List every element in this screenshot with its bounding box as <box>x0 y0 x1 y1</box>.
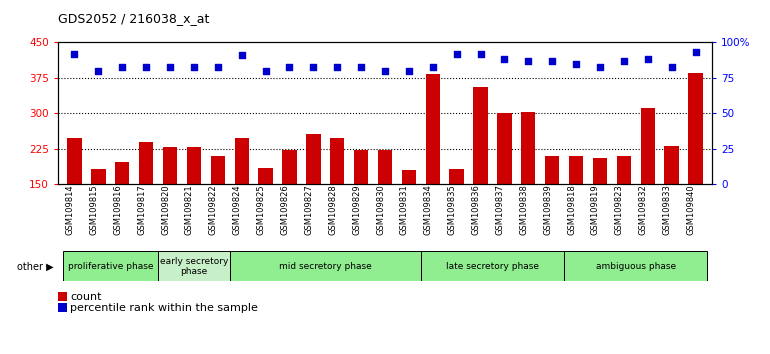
Bar <box>665 146 679 255</box>
Bar <box>162 147 177 255</box>
Bar <box>450 169 464 255</box>
Point <box>665 64 678 69</box>
Text: GSM109833: GSM109833 <box>663 184 671 235</box>
Bar <box>259 167 273 255</box>
Point <box>403 68 415 74</box>
Point <box>474 51 487 57</box>
Point <box>283 64 296 69</box>
Bar <box>158 251 229 281</box>
Bar <box>306 133 320 255</box>
Point <box>140 64 152 69</box>
Point <box>450 51 463 57</box>
Bar <box>688 73 703 255</box>
Bar <box>330 138 344 255</box>
Text: proliferative phase: proliferative phase <box>68 262 153 271</box>
Bar <box>62 251 158 281</box>
Text: GSM109814: GSM109814 <box>65 184 75 235</box>
Bar <box>67 138 82 255</box>
Text: GSM109828: GSM109828 <box>328 184 337 235</box>
Text: GSM109830: GSM109830 <box>376 184 385 235</box>
Bar <box>187 147 201 255</box>
Point <box>379 68 391 74</box>
Text: GSM109825: GSM109825 <box>256 184 266 235</box>
Point <box>522 58 534 64</box>
Bar <box>474 87 487 255</box>
Point <box>641 57 654 62</box>
Text: early secretory
phase: early secretory phase <box>159 257 228 276</box>
Text: GSM109819: GSM109819 <box>591 184 600 235</box>
Text: GSM109840: GSM109840 <box>687 184 695 235</box>
Bar <box>139 142 153 255</box>
Text: GSM109829: GSM109829 <box>352 184 361 235</box>
Text: GDS2052 / 216038_x_at: GDS2052 / 216038_x_at <box>58 12 209 25</box>
Bar <box>354 150 368 255</box>
Point <box>259 68 272 74</box>
Bar <box>115 162 129 255</box>
Bar <box>378 150 392 255</box>
Bar <box>617 156 631 255</box>
Bar <box>564 251 708 281</box>
Bar <box>426 74 440 255</box>
Bar <box>545 156 559 255</box>
Text: GSM109821: GSM109821 <box>185 184 194 235</box>
Bar <box>211 156 225 255</box>
Text: other ▶: other ▶ <box>17 261 54 272</box>
Bar <box>569 156 583 255</box>
Bar <box>283 150 296 255</box>
Point <box>164 64 176 69</box>
Point <box>116 64 129 69</box>
Text: GSM109832: GSM109832 <box>639 184 648 235</box>
Text: GSM109818: GSM109818 <box>567 184 576 235</box>
Point <box>188 64 200 69</box>
Text: GSM109817: GSM109817 <box>137 184 146 235</box>
Text: count: count <box>70 292 102 302</box>
Text: GSM109816: GSM109816 <box>113 184 122 235</box>
Text: late secretory phase: late secretory phase <box>446 262 539 271</box>
Point <box>212 64 224 69</box>
Text: GSM109820: GSM109820 <box>161 184 170 235</box>
Point <box>689 50 701 55</box>
Bar <box>641 108 655 255</box>
Text: GSM109822: GSM109822 <box>209 184 218 235</box>
Text: GSM109839: GSM109839 <box>543 184 552 235</box>
Point <box>236 52 248 58</box>
Text: GSM109838: GSM109838 <box>519 184 528 235</box>
Point <box>570 61 582 67</box>
Bar <box>497 113 511 255</box>
Point <box>331 64 343 69</box>
Text: mid secretory phase: mid secretory phase <box>279 262 372 271</box>
Point <box>427 64 439 69</box>
Text: percentile rank within the sample: percentile rank within the sample <box>70 303 258 313</box>
Text: GSM109836: GSM109836 <box>471 184 480 235</box>
Text: GSM109834: GSM109834 <box>424 184 433 235</box>
Point <box>355 64 367 69</box>
Bar <box>421 251 564 281</box>
Bar <box>235 138 249 255</box>
Point <box>546 58 558 64</box>
Bar <box>229 251 421 281</box>
Point <box>92 68 105 74</box>
Text: ambiguous phase: ambiguous phase <box>596 262 676 271</box>
Text: GSM109826: GSM109826 <box>280 184 290 235</box>
Point <box>618 58 630 64</box>
Bar <box>91 169 105 255</box>
Text: GSM109835: GSM109835 <box>447 184 457 235</box>
Text: GSM109815: GSM109815 <box>89 184 99 235</box>
Bar <box>593 158 608 255</box>
Bar <box>521 112 535 255</box>
Text: GSM109827: GSM109827 <box>304 184 313 235</box>
Text: GSM109831: GSM109831 <box>400 184 409 235</box>
Point <box>69 51 81 57</box>
Text: GSM109824: GSM109824 <box>233 184 242 235</box>
Point <box>498 57 511 62</box>
Point <box>594 64 606 69</box>
Point <box>307 64 320 69</box>
Bar <box>402 170 416 255</box>
Text: GSM109837: GSM109837 <box>495 184 504 235</box>
Text: GSM109823: GSM109823 <box>615 184 624 235</box>
